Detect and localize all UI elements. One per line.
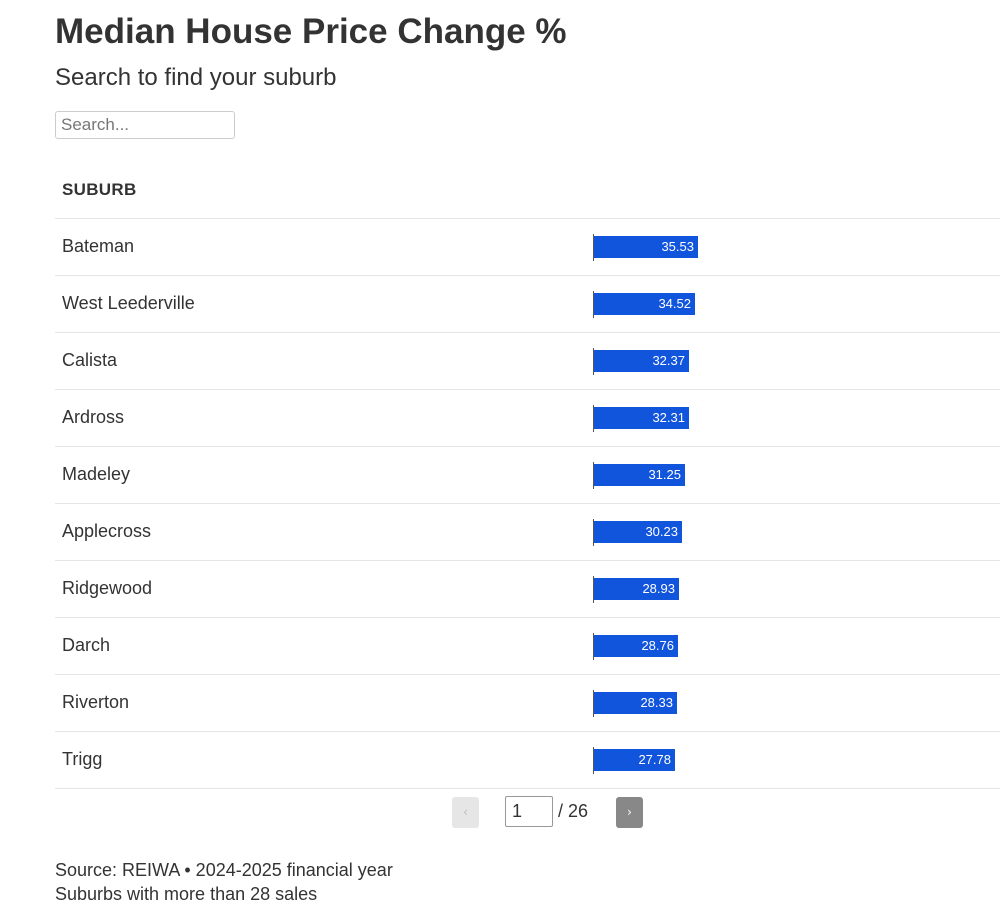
suburb-name: Calista	[62, 350, 118, 370]
change-bar: 32.37	[594, 350, 689, 372]
table-body: Bateman 35.53 West Leederville 34.52 Calista…	[55, 219, 1000, 789]
table-row: West Leederville 34.52	[55, 276, 1000, 333]
chevron-left-icon: ‹	[463, 805, 468, 819]
bar-baseline	[593, 519, 594, 546]
table-row: Darch 28.76	[55, 618, 1000, 675]
page-subtitle: Search to find your suburb	[55, 64, 337, 91]
table-row: Ridgewood 28.93	[55, 561, 1000, 618]
search-input[interactable]	[55, 111, 235, 139]
change-bar: 27.78	[594, 749, 675, 771]
bar-baseline	[593, 690, 594, 717]
change-value-label: 28.33	[640, 695, 673, 710]
page-number-input[interactable]	[505, 796, 553, 827]
change-bar: 34.52	[594, 293, 695, 315]
suburb-name: Applecross	[62, 521, 152, 541]
change-value-label: 35.53	[661, 239, 694, 254]
change-bar: 28.76	[594, 635, 678, 657]
change-bar: 28.93	[594, 578, 679, 600]
sales-note: Suburbs with more than 28 sales	[55, 884, 318, 904]
table-row: Ardross 32.31	[55, 390, 1000, 447]
suburb-name: West Leederville	[62, 293, 195, 313]
bar-baseline	[593, 291, 594, 318]
suburb-name: Ardross	[62, 407, 125, 427]
change-value-label: 32.31	[652, 410, 685, 425]
previous-page-button[interactable]: ‹	[452, 797, 479, 828]
table-row: Applecross 30.23	[55, 504, 1000, 561]
change-bar: 31.25	[594, 464, 685, 486]
suburb-name: Bateman	[62, 236, 135, 256]
suburb-name: Riverton	[62, 692, 130, 712]
suburb-name: Ridgewood	[62, 578, 153, 598]
table-row: Bateman 35.53	[55, 219, 1000, 276]
suburb-name: Madeley	[62, 464, 131, 484]
change-value-label: 27.78	[638, 752, 671, 767]
suburb-name: Darch	[62, 635, 111, 655]
table-row: Trigg 27.78	[55, 732, 1000, 789]
bar-baseline	[593, 633, 594, 660]
change-value-label: 32.37	[652, 353, 685, 368]
page-total: / 26	[558, 801, 589, 821]
table-row: Madeley 31.25	[55, 447, 1000, 504]
suburb-table: SUBURB Bateman 35.53 West Leederville 34.52…	[55, 162, 1000, 789]
change-bar: 35.53	[594, 236, 698, 258]
change-bar: 30.23	[594, 521, 682, 543]
bar-baseline	[593, 462, 594, 489]
source-note: Source: REIWA • 2024-2025 financial year	[55, 860, 393, 880]
table-row: Calista 32.37	[55, 333, 1000, 390]
page-title: Median House Price Change %	[55, 12, 567, 51]
bar-baseline	[593, 234, 594, 261]
change-value-label: 28.76	[641, 638, 674, 653]
table-row: Riverton 28.33	[55, 675, 1000, 732]
bar-baseline	[593, 405, 594, 432]
change-bar: 32.31	[594, 407, 689, 429]
table-header: SUBURB	[55, 162, 1000, 219]
bar-baseline	[593, 576, 594, 603]
chevron-right-icon: ›	[627, 805, 632, 819]
bar-baseline	[593, 747, 594, 774]
pagination: ‹ / 26 ›	[452, 796, 652, 828]
change-value-label: 34.52	[658, 296, 691, 311]
change-value-label: 28.93	[642, 581, 675, 596]
change-bar: 28.33	[594, 692, 677, 714]
change-value-label: 30.23	[645, 524, 678, 539]
next-page-button[interactable]: ›	[616, 797, 643, 828]
bar-baseline	[593, 348, 594, 375]
column-header-suburb[interactable]: SUBURB	[62, 180, 137, 199]
suburb-name: Trigg	[62, 749, 103, 769]
footer-notes: Source: REIWA • 2024-2025 financial year…	[55, 858, 393, 906]
change-value-label: 31.25	[648, 467, 681, 482]
